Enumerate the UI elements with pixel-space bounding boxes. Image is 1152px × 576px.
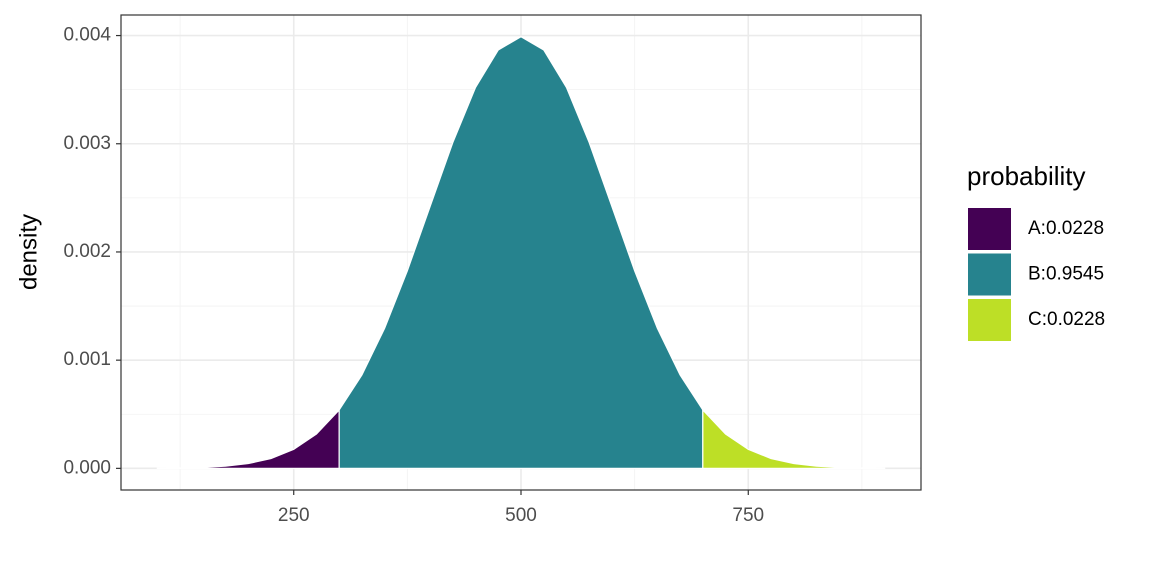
y-tick-label: 0.004	[63, 25, 111, 46]
legend-label: B:0.9545	[1028, 264, 1104, 285]
x-tick-label: 750	[732, 505, 764, 526]
density-area	[702, 408, 886, 469]
y-tick-label: 0.002	[63, 241, 111, 262]
y-tick-label: 0.000	[63, 457, 111, 478]
density-area	[338, 36, 704, 469]
legend-key	[968, 299, 1011, 341]
y-tick-label: 0.003	[63, 133, 111, 154]
legend-label: A:0.0228	[1028, 218, 1104, 239]
y-axis-label: density	[15, 214, 42, 290]
x-tick-label: 500	[505, 505, 537, 526]
y-tick-label: 0.001	[63, 349, 111, 370]
legend-label: C:0.0228	[1028, 309, 1105, 330]
legend-key	[968, 253, 1011, 296]
legend-key	[968, 208, 1011, 250]
legend-title: probability	[967, 161, 1086, 191]
x-tick-label: 250	[278, 505, 310, 526]
density-area	[156, 408, 340, 469]
plot-border	[120, 14, 922, 491]
